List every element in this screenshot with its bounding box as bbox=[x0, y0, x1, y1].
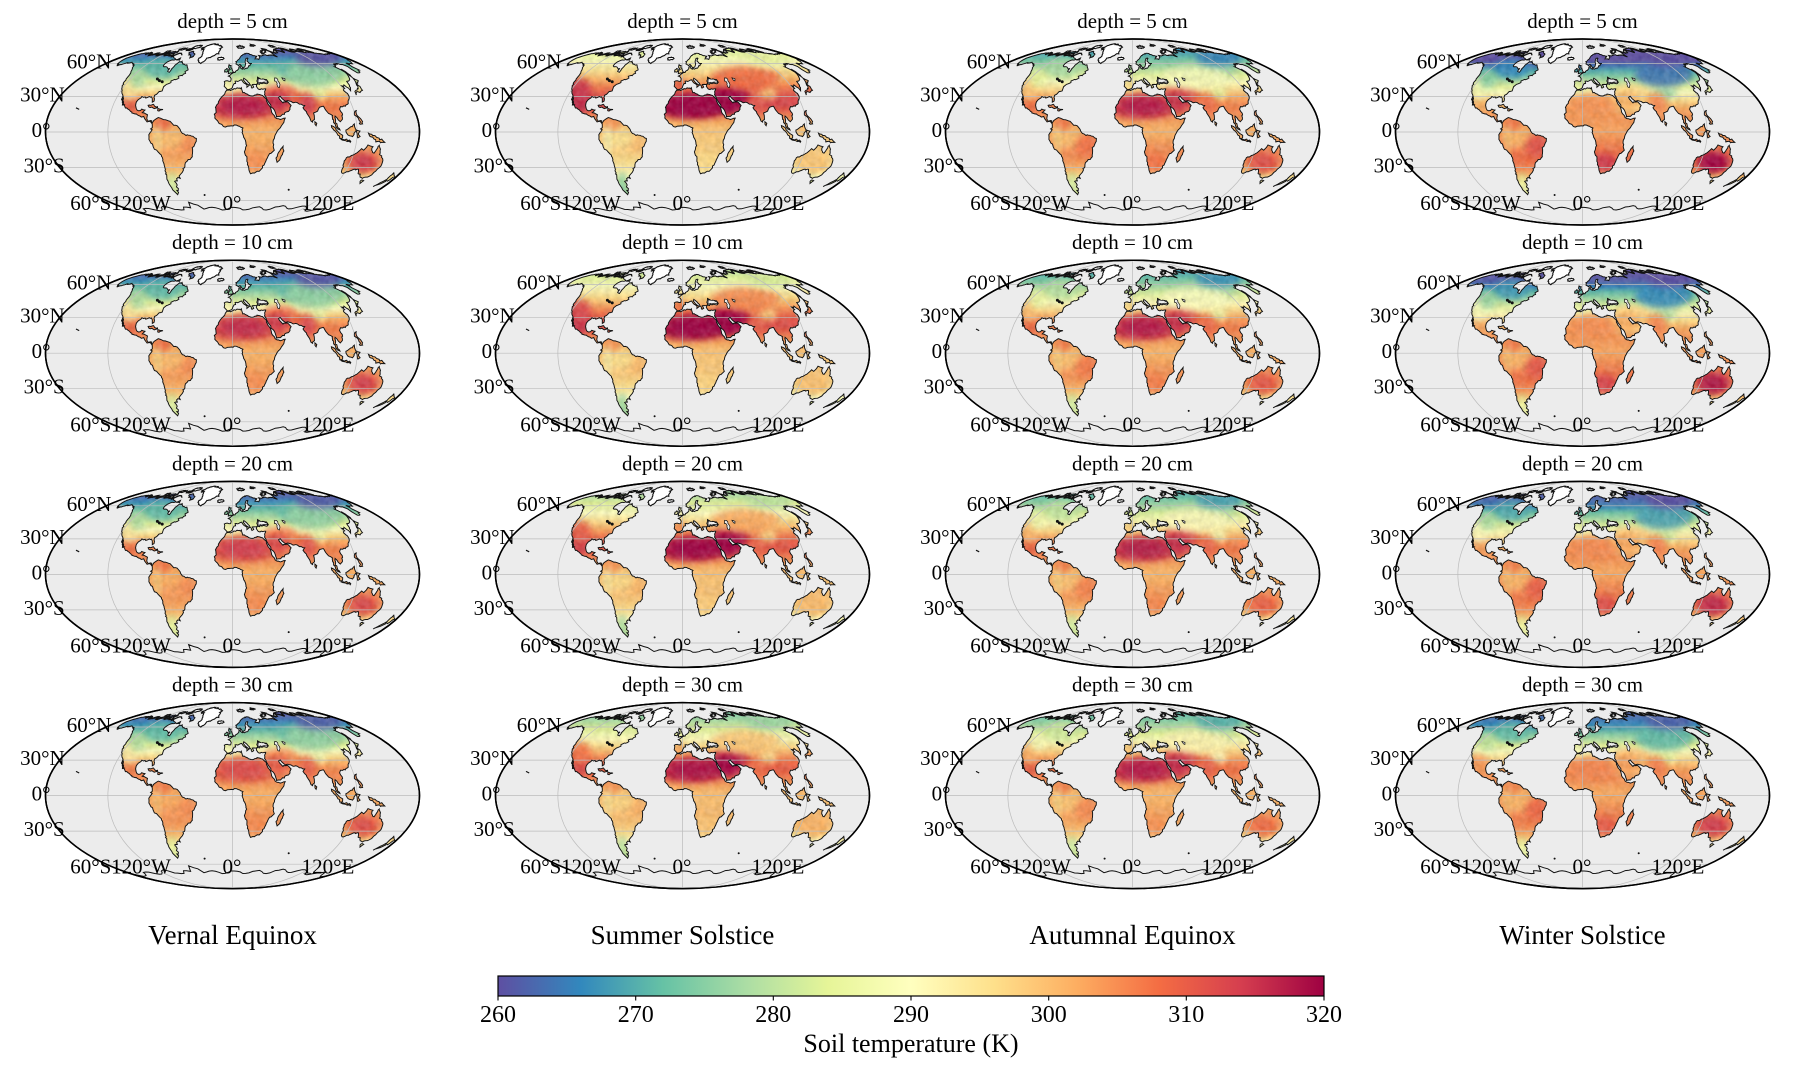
svg-text:Soil temperature (K): Soil temperature (K) bbox=[803, 1029, 1018, 1058]
svg-text:Summer Solstice: Summer Solstice bbox=[591, 920, 775, 950]
svg-text:depth = 10 cm: depth = 10 cm bbox=[1522, 230, 1643, 254]
svg-text:depth = 20 cm: depth = 20 cm bbox=[1522, 451, 1643, 475]
svg-text:depth = 20 cm: depth = 20 cm bbox=[1072, 451, 1193, 475]
svg-text:depth = 20 cm: depth = 20 cm bbox=[622, 451, 743, 475]
svg-text:depth = 30 cm: depth = 30 cm bbox=[1522, 673, 1643, 697]
svg-text:depth = 10 cm: depth = 10 cm bbox=[172, 230, 293, 254]
svg-text:depth = 30 cm: depth = 30 cm bbox=[622, 673, 743, 697]
svg-text:310: 310 bbox=[1168, 1002, 1204, 1028]
svg-text:depth = 30 cm: depth = 30 cm bbox=[172, 673, 293, 697]
svg-text:270: 270 bbox=[618, 1002, 654, 1028]
svg-text:Autumnal Equinox: Autumnal Equinox bbox=[1029, 920, 1236, 950]
svg-text:260: 260 bbox=[480, 1002, 516, 1028]
svg-text:320: 320 bbox=[1306, 1002, 1342, 1028]
svg-text:Vernal Equinox: Vernal Equinox bbox=[148, 920, 317, 950]
svg-text:depth = 10 cm: depth = 10 cm bbox=[1072, 230, 1193, 254]
svg-text:depth = 5 cm: depth = 5 cm bbox=[1077, 9, 1187, 33]
svg-text:290: 290 bbox=[893, 1002, 929, 1028]
svg-text:280: 280 bbox=[755, 1002, 791, 1028]
svg-text:Winter Solstice: Winter Solstice bbox=[1499, 920, 1665, 950]
svg-text:depth = 5 cm: depth = 5 cm bbox=[1527, 9, 1637, 33]
svg-text:depth = 5 cm: depth = 5 cm bbox=[627, 9, 737, 33]
svg-text:depth = 30 cm: depth = 30 cm bbox=[1072, 673, 1193, 697]
svg-text:depth = 10 cm: depth = 10 cm bbox=[622, 230, 743, 254]
svg-text:depth = 20 cm: depth = 20 cm bbox=[172, 451, 293, 475]
svg-text:depth = 5 cm: depth = 5 cm bbox=[177, 9, 287, 33]
svg-text:300: 300 bbox=[1031, 1002, 1067, 1028]
